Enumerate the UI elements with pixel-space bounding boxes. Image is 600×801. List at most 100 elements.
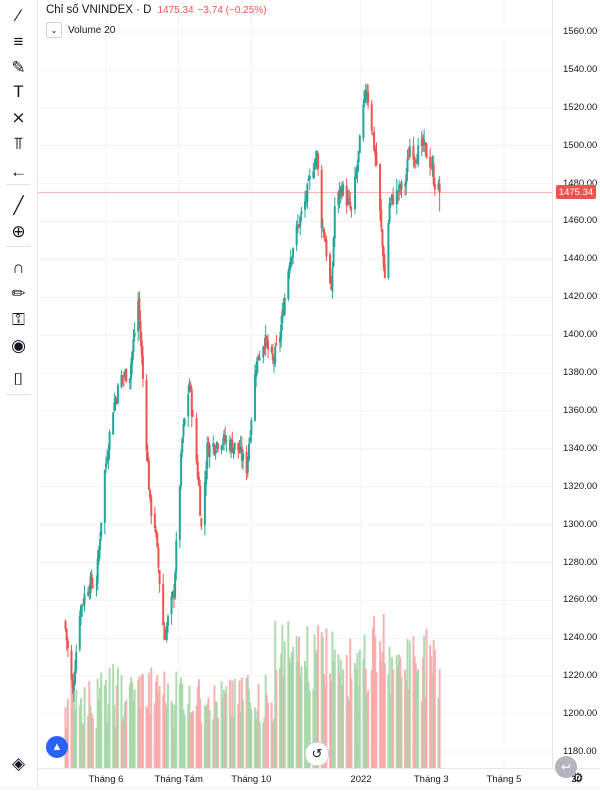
volume-bar <box>398 654 401 768</box>
chart-pane[interactable] <box>38 0 552 768</box>
candle-body <box>290 257 293 260</box>
volume-bar <box>247 689 250 768</box>
candle-body <box>139 321 142 340</box>
price-tick-label: 1380.00 <box>563 367 598 379</box>
price-scale[interactable]: 1560.00 1540.00 1520.00 1500.00 1480.00 1460.… <box>552 0 600 768</box>
brush-icon[interactable]: ✎ <box>11 57 26 77</box>
candle-body <box>217 444 220 449</box>
candle-body <box>145 379 148 450</box>
eye-icon[interactable]: ◉ <box>11 335 26 355</box>
candle-body <box>233 442 236 449</box>
volume-bar <box>231 680 234 768</box>
fib-retracement-icon[interactable]: ≡ <box>13 31 24 51</box>
volume-bar <box>433 649 436 768</box>
candle-body <box>289 257 292 268</box>
volume-bar <box>106 722 109 768</box>
candle-body <box>197 477 200 486</box>
volume-bar <box>412 636 415 768</box>
candle-body <box>238 448 241 453</box>
back-arrow-icon[interactable]: ← <box>10 161 27 181</box>
candle-body <box>367 92 370 103</box>
volume-bar <box>257 683 260 768</box>
volume-bar <box>423 635 426 768</box>
candle-body <box>247 443 250 460</box>
candle-body <box>103 470 106 523</box>
zoom-in-icon[interactable]: ⊕ <box>11 221 26 241</box>
volume-legend[interactable]: ⌄ Volume 20 <box>46 22 115 38</box>
candle-body <box>172 590 175 598</box>
volume-bar <box>170 701 173 768</box>
candle-body <box>429 156 432 168</box>
candle-body <box>425 143 428 159</box>
candle-body <box>200 518 203 527</box>
scroll-to-realtime-icon[interactable]: ↩ <box>555 756 577 778</box>
candle-body <box>132 339 135 353</box>
volume-bar <box>417 669 420 768</box>
time-tick-label: 20 <box>571 774 582 785</box>
text-icon[interactable]: T <box>13 81 24 101</box>
ruler-icon[interactable]: ╱ <box>13 195 24 215</box>
unlock-icon[interactable]: ⚿ <box>12 309 25 329</box>
measure-forecast-icon[interactable]: ⫪ <box>13 133 24 153</box>
volume-bar <box>323 674 326 768</box>
volume-bar <box>390 657 393 768</box>
volume-bar <box>133 689 136 768</box>
trend-line-icon[interactable]: ⁄ <box>17 5 20 25</box>
magnet-icon[interactable]: ∩ <box>12 257 25 277</box>
candle-body <box>315 151 318 161</box>
volume-bar <box>156 674 159 768</box>
volume-bar <box>405 679 408 768</box>
price-tick-label: 1280.00 <box>563 556 598 568</box>
last-price-value: 1475.34 <box>157 4 194 16</box>
candle-body <box>105 463 107 469</box>
volume-bar <box>367 690 370 768</box>
volume-label: Volume 20 <box>68 24 116 36</box>
candle-body <box>267 341 270 350</box>
candle-body <box>199 485 202 517</box>
candle-body <box>71 680 74 689</box>
volume-bar <box>356 652 359 768</box>
price-change-value: −3.74 (−0.25%) <box>197 4 267 16</box>
volume-bar <box>275 669 278 768</box>
volume-bar <box>240 677 243 768</box>
volume-bar <box>313 634 316 768</box>
volume-bar <box>253 707 256 768</box>
candle-body <box>438 183 441 193</box>
settings-gear-icon[interactable]: ⚙ <box>572 770 584 785</box>
candle-body <box>187 394 190 417</box>
volume-bar <box>131 681 134 768</box>
time-scale[interactable]: Tháng 6 Tháng Tám Tháng 10 2022 Tháng 3 Tháng… <box>38 768 600 789</box>
volume-bar <box>212 718 215 768</box>
chevron-down-icon[interactable]: ⌄ <box>46 22 62 38</box>
candle-body <box>387 222 390 278</box>
volume-bar <box>404 669 407 768</box>
candle-body <box>90 574 93 585</box>
volume-bar <box>121 720 124 768</box>
volume-bar <box>72 687 75 768</box>
volume-bar <box>239 711 242 768</box>
volume-bar <box>178 683 181 768</box>
reset-chart-icon[interactable]: ↺ <box>305 742 329 766</box>
candle-body <box>79 605 82 617</box>
candle-body <box>231 440 234 453</box>
trash-icon[interactable]: ⌷ <box>13 369 24 389</box>
volume-bar <box>199 698 202 768</box>
candle-body <box>195 418 198 462</box>
price-chart[interactable] <box>38 0 552 768</box>
pattern-icon[interactable]: ⨯ <box>11 107 26 127</box>
layers-icon[interactable]: ◈ <box>11 753 26 773</box>
candle-body <box>206 442 209 470</box>
volume-bar <box>189 714 192 768</box>
symbol-title[interactable]: Chỉ số VNINDEX · D <box>46 4 152 16</box>
volume-bar <box>113 704 116 768</box>
candle-body <box>288 265 291 274</box>
candle-body <box>312 171 315 178</box>
volume-bar <box>337 654 340 768</box>
candle-body <box>283 297 286 315</box>
volume-bar <box>332 661 335 768</box>
price-tick-label: 1260.00 <box>563 594 598 606</box>
candle-body <box>358 135 361 154</box>
lock-drawing-icon[interactable]: ✏ <box>11 283 26 303</box>
volume-bar <box>388 647 391 768</box>
mountain-logo-icon[interactable]: ▲ <box>46 736 68 758</box>
